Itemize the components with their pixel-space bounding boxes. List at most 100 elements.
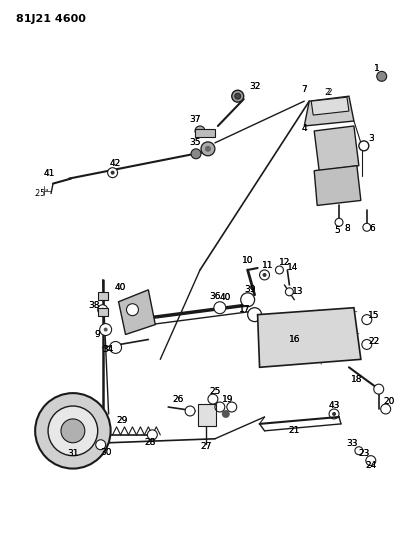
Circle shape <box>100 324 111 335</box>
Circle shape <box>61 419 85 443</box>
Text: 9: 9 <box>95 330 101 339</box>
Text: 22: 22 <box>368 337 379 346</box>
Text: 36: 36 <box>209 292 220 301</box>
Text: 3: 3 <box>368 134 374 143</box>
Polygon shape <box>258 308 361 367</box>
Text: 39: 39 <box>244 285 256 294</box>
Text: 23: 23 <box>358 449 369 458</box>
Text: 1: 1 <box>374 64 380 73</box>
Text: 29: 29 <box>117 416 128 425</box>
Text: 12: 12 <box>279 257 290 266</box>
Text: 23: 23 <box>358 449 369 458</box>
Text: 27: 27 <box>200 442 212 451</box>
Text: 41: 41 <box>43 169 55 178</box>
Text: 12: 12 <box>279 257 290 266</box>
Text: 35: 35 <box>189 139 201 147</box>
Circle shape <box>377 71 387 82</box>
Text: 39: 39 <box>244 285 256 294</box>
Text: 26: 26 <box>172 394 184 403</box>
Text: 31: 31 <box>67 449 79 458</box>
Text: 8: 8 <box>344 224 350 233</box>
Text: 25: 25 <box>209 386 220 395</box>
Text: 41: 41 <box>43 169 55 178</box>
Text: 43: 43 <box>328 400 340 409</box>
Text: 37: 37 <box>189 115 201 124</box>
Text: 43: 43 <box>328 400 340 409</box>
Circle shape <box>96 440 105 450</box>
Text: 26: 26 <box>172 394 184 403</box>
Circle shape <box>185 406 195 416</box>
Text: 19: 19 <box>222 394 234 403</box>
Text: 25: 25 <box>209 386 220 395</box>
Circle shape <box>359 141 369 151</box>
Circle shape <box>222 410 230 418</box>
Text: 24: 24 <box>365 461 377 470</box>
Circle shape <box>35 393 111 469</box>
Circle shape <box>362 314 372 325</box>
Text: 40: 40 <box>115 284 126 292</box>
Text: 6: 6 <box>369 224 375 233</box>
Text: 19: 19 <box>222 394 234 403</box>
Text: 31: 31 <box>67 449 79 458</box>
Text: 21: 21 <box>289 426 300 435</box>
Text: 30: 30 <box>100 448 111 457</box>
Text: 4: 4 <box>301 125 307 133</box>
Text: 15: 15 <box>368 311 380 320</box>
Circle shape <box>208 394 218 404</box>
Text: 20: 20 <box>383 397 394 406</box>
Text: 37: 37 <box>189 115 201 124</box>
Text: 81J21 4600: 81J21 4600 <box>16 14 86 24</box>
Polygon shape <box>304 96 354 126</box>
Circle shape <box>381 404 391 414</box>
Text: 5: 5 <box>334 226 340 235</box>
Circle shape <box>232 90 244 102</box>
Text: .25": .25" <box>33 189 49 198</box>
Bar <box>98 292 107 300</box>
Polygon shape <box>119 290 155 335</box>
Text: 5: 5 <box>334 226 340 235</box>
Text: 2: 2 <box>324 88 330 96</box>
Text: 28: 28 <box>144 438 156 447</box>
Circle shape <box>275 266 283 274</box>
Text: 3: 3 <box>368 134 374 143</box>
Text: 40: 40 <box>219 293 230 302</box>
Text: 8: 8 <box>344 224 350 233</box>
Text: 4: 4 <box>301 125 307 133</box>
Text: 33: 33 <box>346 439 358 448</box>
Circle shape <box>363 223 371 231</box>
Text: 14: 14 <box>287 263 298 272</box>
Circle shape <box>205 146 211 152</box>
Text: 15: 15 <box>368 311 380 320</box>
Circle shape <box>285 288 293 296</box>
Circle shape <box>48 406 98 456</box>
Text: 42: 42 <box>110 159 121 168</box>
Circle shape <box>195 126 205 136</box>
Bar <box>98 308 107 316</box>
Bar <box>195 129 215 137</box>
Circle shape <box>366 456 376 466</box>
Circle shape <box>191 149 201 159</box>
Circle shape <box>107 168 117 177</box>
Text: 40: 40 <box>115 284 126 292</box>
Text: 27: 27 <box>200 442 212 451</box>
Text: 35: 35 <box>189 139 201 147</box>
Text: 13: 13 <box>292 287 303 296</box>
Text: 16: 16 <box>289 335 300 344</box>
Text: 16: 16 <box>289 335 300 344</box>
Text: 20: 20 <box>383 397 394 406</box>
Circle shape <box>101 308 105 312</box>
Circle shape <box>248 308 261 321</box>
Text: 10: 10 <box>242 255 254 264</box>
Text: 34: 34 <box>102 345 113 354</box>
Text: 32: 32 <box>249 82 260 91</box>
Text: 11: 11 <box>262 261 273 270</box>
Polygon shape <box>311 97 349 115</box>
Circle shape <box>241 293 255 306</box>
Circle shape <box>259 270 269 280</box>
Circle shape <box>362 340 372 350</box>
Circle shape <box>335 219 343 227</box>
Circle shape <box>127 304 139 316</box>
Text: 17: 17 <box>239 305 250 314</box>
Text: 34: 34 <box>102 345 113 354</box>
Text: 13: 13 <box>292 287 303 296</box>
